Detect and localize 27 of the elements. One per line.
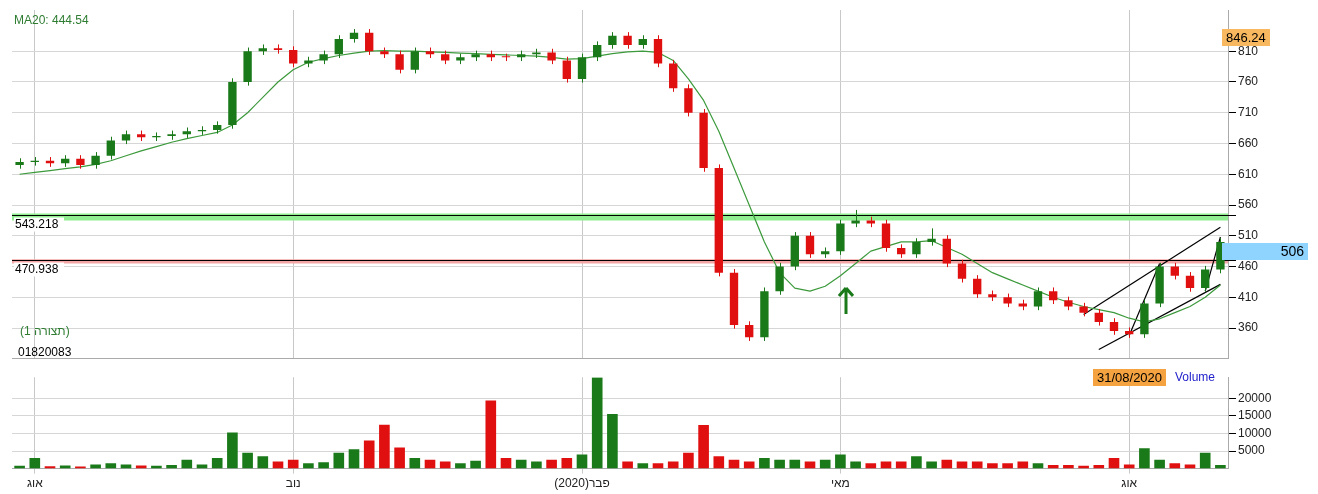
ref-line-label: 470.938 [15, 261, 59, 276]
y-tick-label: 360 [1238, 320, 1259, 335]
y-tick-label: 510 [1238, 228, 1259, 243]
annotation: (תצורה 1) [20, 324, 70, 339]
annotation: Volume [1175, 370, 1216, 385]
y-tick-label: 710 [1238, 105, 1259, 120]
y-tick-label: 560 [1238, 197, 1259, 212]
annotation: MA20: 444.54 [14, 13, 89, 28]
y-tick-label: 10000 [1238, 425, 1272, 440]
ref-line-label: 543.218 [15, 216, 59, 231]
y-tick-label: 610 [1238, 166, 1259, 181]
y-tick-label: 410 [1238, 289, 1259, 304]
y-tick-label: 15000 [1238, 408, 1272, 423]
annotation: 846.24 [1222, 29, 1270, 46]
x-tick-label: אוג [1121, 476, 1138, 491]
x-tick-label: פבר(2020) [554, 476, 610, 491]
x-tick-label: מאי [830, 476, 850, 491]
y-tick-label: 760 [1238, 74, 1259, 89]
x-tick-label: אוג [26, 476, 44, 491]
y-tick-label: 660 [1238, 135, 1259, 150]
annotation: 01820083 [18, 345, 72, 360]
y-tick-label: 460 [1238, 258, 1259, 273]
y-tick-label: 20000 [1238, 390, 1272, 405]
y-tick-label: 810 [1238, 43, 1259, 58]
x-tick-label: נוב [285, 476, 301, 491]
y-tick-label: 5000 [1238, 443, 1266, 458]
annotation: 31/08/2020 [1093, 369, 1167, 386]
